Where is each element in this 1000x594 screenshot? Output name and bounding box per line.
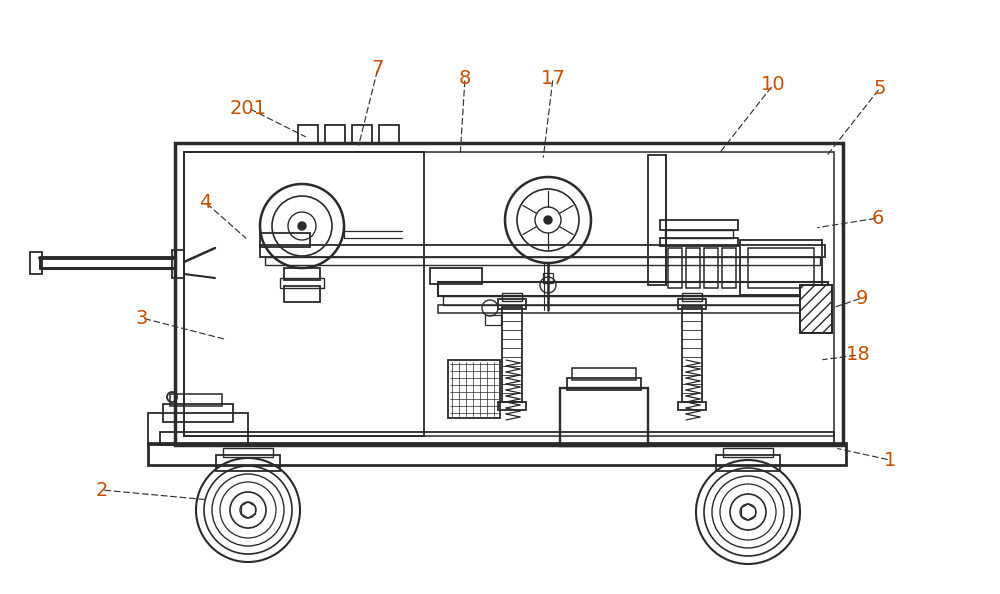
Bar xyxy=(502,307,522,402)
Bar xyxy=(170,394,222,406)
Bar xyxy=(682,307,702,402)
Bar xyxy=(448,360,500,418)
Bar xyxy=(172,250,184,278)
Bar xyxy=(260,233,310,247)
Bar xyxy=(216,455,280,471)
Circle shape xyxy=(298,222,306,230)
Bar xyxy=(543,273,553,283)
Bar xyxy=(567,378,641,390)
Circle shape xyxy=(544,216,552,224)
Text: 17: 17 xyxy=(541,68,565,87)
Text: 5: 5 xyxy=(874,78,886,97)
Bar xyxy=(325,125,345,143)
Bar xyxy=(723,448,773,457)
Bar xyxy=(223,448,273,457)
Bar xyxy=(148,443,846,465)
Bar xyxy=(660,220,738,230)
Bar xyxy=(352,125,372,143)
Bar xyxy=(686,248,700,288)
Bar xyxy=(502,293,522,301)
Bar xyxy=(682,293,702,301)
Text: 3: 3 xyxy=(136,308,148,327)
Text: 6: 6 xyxy=(872,208,884,228)
Bar xyxy=(298,125,318,143)
Bar xyxy=(748,248,814,288)
Text: 8: 8 xyxy=(459,68,471,87)
Bar xyxy=(443,296,823,305)
Bar xyxy=(665,230,733,238)
Bar xyxy=(560,388,648,446)
Bar xyxy=(678,402,706,410)
Bar xyxy=(648,155,666,285)
Bar xyxy=(668,248,682,288)
Text: 4: 4 xyxy=(199,192,211,211)
Text: 2: 2 xyxy=(96,481,108,500)
Text: 1: 1 xyxy=(884,450,896,469)
Bar xyxy=(265,257,820,265)
Bar xyxy=(260,245,825,257)
Text: 10: 10 xyxy=(761,75,785,94)
Bar xyxy=(498,402,526,410)
Bar xyxy=(163,404,233,422)
Bar xyxy=(485,315,501,325)
Bar xyxy=(704,248,718,288)
Bar xyxy=(800,285,832,333)
Bar xyxy=(430,268,482,284)
Bar xyxy=(572,368,636,380)
Bar xyxy=(184,152,424,436)
Text: 7: 7 xyxy=(372,58,384,77)
Bar xyxy=(438,305,828,313)
Bar xyxy=(740,240,822,295)
Bar xyxy=(678,299,706,309)
Bar xyxy=(175,143,843,445)
Bar xyxy=(280,278,324,288)
Bar xyxy=(30,252,42,274)
Bar xyxy=(160,432,834,445)
Bar xyxy=(660,238,738,246)
Bar xyxy=(498,299,526,309)
Bar xyxy=(284,268,320,280)
Bar xyxy=(148,413,248,445)
Bar xyxy=(716,455,780,471)
Bar xyxy=(379,125,399,143)
Bar xyxy=(722,248,736,288)
Text: 18: 18 xyxy=(846,346,870,365)
Bar xyxy=(284,286,320,302)
Bar xyxy=(438,282,828,296)
Bar xyxy=(184,152,834,436)
Text: 201: 201 xyxy=(230,99,266,118)
Bar xyxy=(800,285,832,333)
Text: 9: 9 xyxy=(856,289,868,308)
